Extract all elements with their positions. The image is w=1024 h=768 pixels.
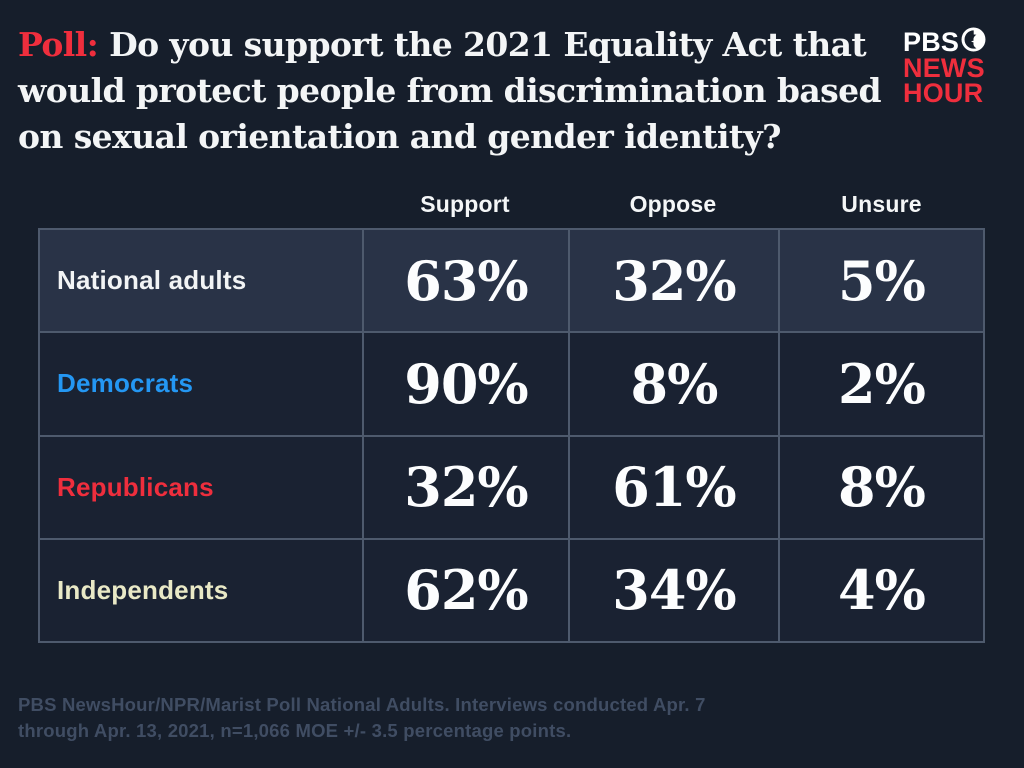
table-row-label-independents: Independents — [40, 539, 362, 641]
logo-pbs-line: PBS — [903, 26, 986, 57]
table-cell-national-unsure: 5% — [780, 230, 983, 332]
title-line-3: on sexual orientation and gender identit… — [18, 117, 781, 156]
table-cell-national-support: 63% — [364, 230, 568, 332]
table-row-label-democrats: Democrats — [40, 333, 362, 435]
pbs-newshour-logo: PBS NEWS HOUR — [903, 26, 986, 108]
table-cell-independents-support: 62% — [364, 539, 568, 641]
table-cell-democrats-unsure: 2% — [780, 333, 983, 435]
column-header-support: Support — [420, 191, 510, 217]
title-line-2: would protect people from discrimination… — [18, 71, 882, 110]
table-row-label-national-adults: National adults — [40, 230, 362, 332]
column-header-oppose: Oppose — [629, 191, 717, 217]
logo-news-text: NEWS — [903, 53, 985, 83]
logo-hour-text: HOUR — [903, 78, 984, 108]
table-cell-national-oppose: 32% — [570, 230, 778, 332]
title-line-1-text: Do you support the 2021 Equality Act tha… — [109, 25, 867, 64]
table-cell-democrats-oppose: 8% — [570, 333, 778, 435]
page-title: Poll: Do you support the 2021 Equality A… — [18, 22, 898, 160]
table-cell-republicans-oppose: 61% — [570, 436, 778, 538]
column-header-spacer — [38, 191, 362, 218]
table-cell-independents-oppose: 34% — [570, 539, 778, 641]
column-headers: Support Oppose Unsure — [38, 191, 985, 218]
table-cell-democrats-support: 90% — [364, 333, 568, 435]
logo-pbs-text: PBS — [903, 26, 960, 57]
table-cell-independents-unsure: 4% — [780, 539, 983, 641]
title-line-1: Poll: Do you support the 2021 Equality A… — [18, 22, 898, 68]
pbs-head-icon — [961, 27, 986, 56]
table-row-label-republicans: Republicans — [40, 436, 362, 538]
source-note-line-1: PBS NewsHour/NPR/Marist Poll National Ad… — [18, 694, 706, 715]
source-note-line-2: through Apr. 13, 2021, n=1,066 MOE +/- 3… — [18, 720, 572, 741]
column-header-unsure: Unsure — [841, 191, 922, 217]
poll-results-table: National adults 63% 32% 5% Democrats 90%… — [38, 228, 985, 643]
table-cell-republicans-unsure: 8% — [780, 436, 983, 538]
table-cell-republicans-support: 32% — [364, 436, 568, 538]
source-note: PBS NewsHour/NPR/Marist Poll National Ad… — [18, 692, 706, 744]
title-poll-prefix: Poll: — [18, 25, 99, 64]
